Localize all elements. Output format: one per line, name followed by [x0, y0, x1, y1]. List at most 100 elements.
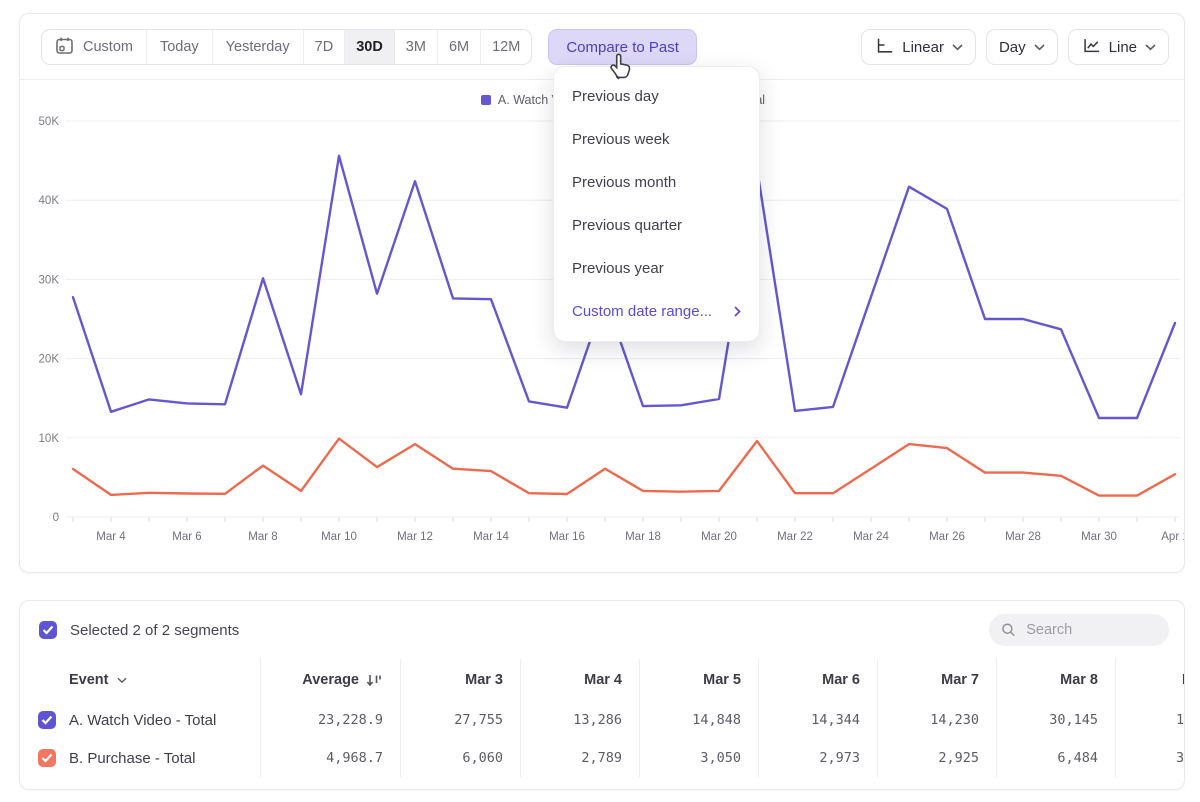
- range-custom[interactable]: Custom: [42, 30, 146, 64]
- chart-controls: Linear Day Line: [861, 29, 1169, 65]
- check-icon: [42, 625, 54, 635]
- range-12m[interactable]: 12M: [480, 30, 531, 64]
- range-custom-label: Custom: [83, 39, 133, 55]
- search-icon: [1001, 621, 1016, 639]
- selected-count-label: Selected 2 of 2 segments: [70, 622, 239, 639]
- cell-value: 13,286: [520, 701, 639, 739]
- compare-to-past-menu: Previous day Previous week Previous mont…: [553, 66, 760, 342]
- linear-axis-icon: [874, 35, 894, 59]
- menu-item-previous-week[interactable]: Previous week: [554, 118, 759, 161]
- cell-value: 14,848: [639, 701, 758, 739]
- svg-text:Mar 28: Mar 28: [1005, 531, 1041, 543]
- cell-value: 6,060: [400, 739, 520, 777]
- cell-average: 4,968.7: [260, 739, 400, 777]
- table-header-bar: Selected 2 of 2 segments: [39, 614, 1169, 646]
- svg-text:Mar 6: Mar 6: [172, 531, 201, 543]
- chart-type-label: Line: [1109, 39, 1137, 56]
- svg-text:Mar 26: Mar 26: [929, 531, 965, 543]
- svg-text:Mar 24: Mar 24: [853, 531, 889, 543]
- line-chart-icon: [1081, 35, 1101, 59]
- cell-value: 6,484: [996, 739, 1115, 777]
- cell-value-clipped: 15,: [1115, 701, 1185, 739]
- select-all-checkbox[interactable]: [39, 621, 57, 639]
- compare-to-past-button[interactable]: Compare to Past: [548, 29, 697, 65]
- menu-item-previous-year[interactable]: Previous year: [554, 247, 759, 290]
- cell-value: 14,344: [758, 701, 877, 739]
- row-label-cell: B. Purchase - Total: [20, 739, 260, 777]
- column-header-date-clipped[interactable]: M: [1115, 659, 1185, 701]
- check-icon: [41, 715, 53, 725]
- chevron-right-icon: [734, 306, 741, 317]
- row-label: B. Purchase - Total: [69, 750, 195, 767]
- row-label-cell: A. Watch Video - Total: [20, 701, 260, 739]
- svg-text:Mar 20: Mar 20: [701, 531, 737, 543]
- svg-text:Mar 22: Mar 22: [777, 531, 813, 543]
- interval-dropdown[interactable]: Day: [986, 29, 1058, 65]
- menu-item-previous-day[interactable]: Previous day: [554, 75, 759, 118]
- row-checkbox[interactable]: [38, 711, 56, 729]
- table-row-purchase[interactable]: B. Purchase - Total 4,968.7 6,060 2,789 …: [20, 739, 1185, 777]
- row-label: A. Watch Video - Total: [69, 712, 216, 729]
- cell-value: 14,230: [877, 701, 996, 739]
- svg-text:Mar 30: Mar 30: [1081, 531, 1117, 543]
- table-header-row: Event Average Mar 3 Mar 4 Mar 5 Mar 6 Ma…: [20, 659, 1185, 701]
- column-header-average[interactable]: Average: [260, 659, 400, 701]
- chevron-down-icon: [952, 44, 963, 51]
- chart-type-dropdown[interactable]: Line: [1068, 29, 1169, 65]
- sort-descending-icon: [365, 672, 383, 688]
- svg-text:Mar 14: Mar 14: [473, 531, 509, 543]
- range-30d-selected[interactable]: 30D: [344, 30, 394, 64]
- column-header-date[interactable]: Mar 7: [877, 659, 996, 701]
- chevron-down-icon: [1034, 44, 1045, 51]
- column-header-date[interactable]: Mar 8: [996, 659, 1115, 701]
- range-yesterday[interactable]: Yesterday: [212, 30, 303, 64]
- segments-table-panel: Selected 2 of 2 segments Event Average: [19, 600, 1185, 790]
- search-box[interactable]: [989, 614, 1169, 646]
- segments-table: Event Average Mar 3 Mar 4 Mar 5 Mar 6 Ma…: [20, 659, 1185, 777]
- legend-swatch: [481, 95, 491, 105]
- calendar-icon: [55, 36, 74, 59]
- svg-text:40K: 40K: [39, 195, 60, 207]
- svg-text:Apr 1: Apr 1: [1161, 531, 1184, 543]
- cell-value: 30,145: [996, 701, 1115, 739]
- svg-text:Mar 8: Mar 8: [248, 531, 277, 543]
- chevron-down-icon: [1145, 44, 1156, 51]
- scale-label: Linear: [902, 39, 944, 56]
- svg-text:Mar 12: Mar 12: [397, 531, 433, 543]
- table-row-watch-video[interactable]: A. Watch Video - Total 23,228.9 27,755 1…: [20, 701, 1185, 739]
- svg-text:Mar 4: Mar 4: [96, 531, 126, 543]
- row-checkbox[interactable]: [38, 749, 56, 767]
- range-today[interactable]: Today: [146, 30, 212, 64]
- column-header-event[interactable]: Event: [20, 659, 260, 701]
- cell-value: 2,925: [877, 739, 996, 777]
- svg-text:0: 0: [53, 512, 59, 524]
- svg-text:50K: 50K: [39, 116, 60, 128]
- column-header-date[interactable]: Mar 3: [400, 659, 520, 701]
- svg-text:Mar 10: Mar 10: [321, 531, 357, 543]
- cell-value: 2,789: [520, 739, 639, 777]
- column-header-date[interactable]: Mar 5: [639, 659, 758, 701]
- svg-text:30K: 30K: [39, 274, 60, 286]
- search-input[interactable]: [1024, 621, 1157, 639]
- range-6m[interactable]: 6M: [437, 30, 480, 64]
- column-header-date[interactable]: Mar 4: [520, 659, 639, 701]
- svg-text:10K: 10K: [39, 433, 60, 445]
- range-3m[interactable]: 3M: [394, 30, 437, 64]
- column-header-date[interactable]: Mar 6: [758, 659, 877, 701]
- menu-item-previous-month[interactable]: Previous month: [554, 161, 759, 204]
- svg-text:20K: 20K: [39, 354, 60, 366]
- check-icon: [41, 753, 53, 763]
- scale-dropdown[interactable]: Linear: [861, 29, 976, 65]
- svg-text:Mar 18: Mar 18: [625, 531, 661, 543]
- interval-label: Day: [999, 39, 1026, 56]
- range-7d[interactable]: 7D: [303, 30, 345, 64]
- menu-item-previous-quarter[interactable]: Previous quarter: [554, 204, 759, 247]
- cell-value: 2,973: [758, 739, 877, 777]
- cell-value: 27,755: [400, 701, 520, 739]
- chevron-down-icon: [117, 677, 127, 684]
- cell-average: 23,228.9: [260, 701, 400, 739]
- date-range-picker: Custom Today Yesterday 7D 30D 3M 6M 12M: [41, 29, 532, 65]
- cell-value: 3,050: [639, 739, 758, 777]
- menu-item-custom-date-range[interactable]: Custom date range...: [554, 290, 759, 333]
- cell-value-clipped: 3,: [1115, 739, 1185, 777]
